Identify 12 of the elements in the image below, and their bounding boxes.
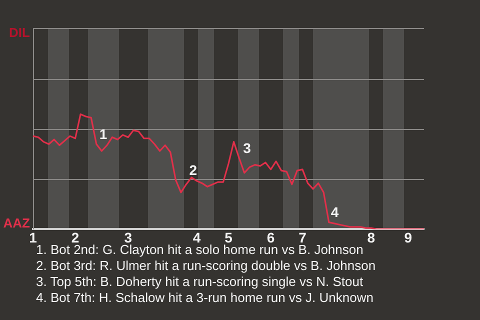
text: 2. Bot 3rd: R. Ulmer hit a run-scoring double vs B. Johnson: [36, 258, 377, 274]
annotation: 1: [99, 126, 108, 142]
x-tick-label: 8: [367, 229, 376, 246]
text: 4. Bot 7th: H. Schalow hit a 3-run home run vs J. Unknown: [36, 290, 374, 306]
text: 3. Top 5th: B. Doherty hit a run-scoring single vs N. Stout: [36, 274, 364, 290]
x-tick-label: 1: [29, 229, 38, 246]
annotation: 4: [330, 204, 339, 220]
annotation: 2: [189, 162, 198, 178]
text: AAZ: [3, 215, 30, 230]
text: DIL: [9, 25, 30, 40]
annotation: 3: [243, 140, 252, 156]
x-tick-label: 9: [404, 229, 412, 246]
